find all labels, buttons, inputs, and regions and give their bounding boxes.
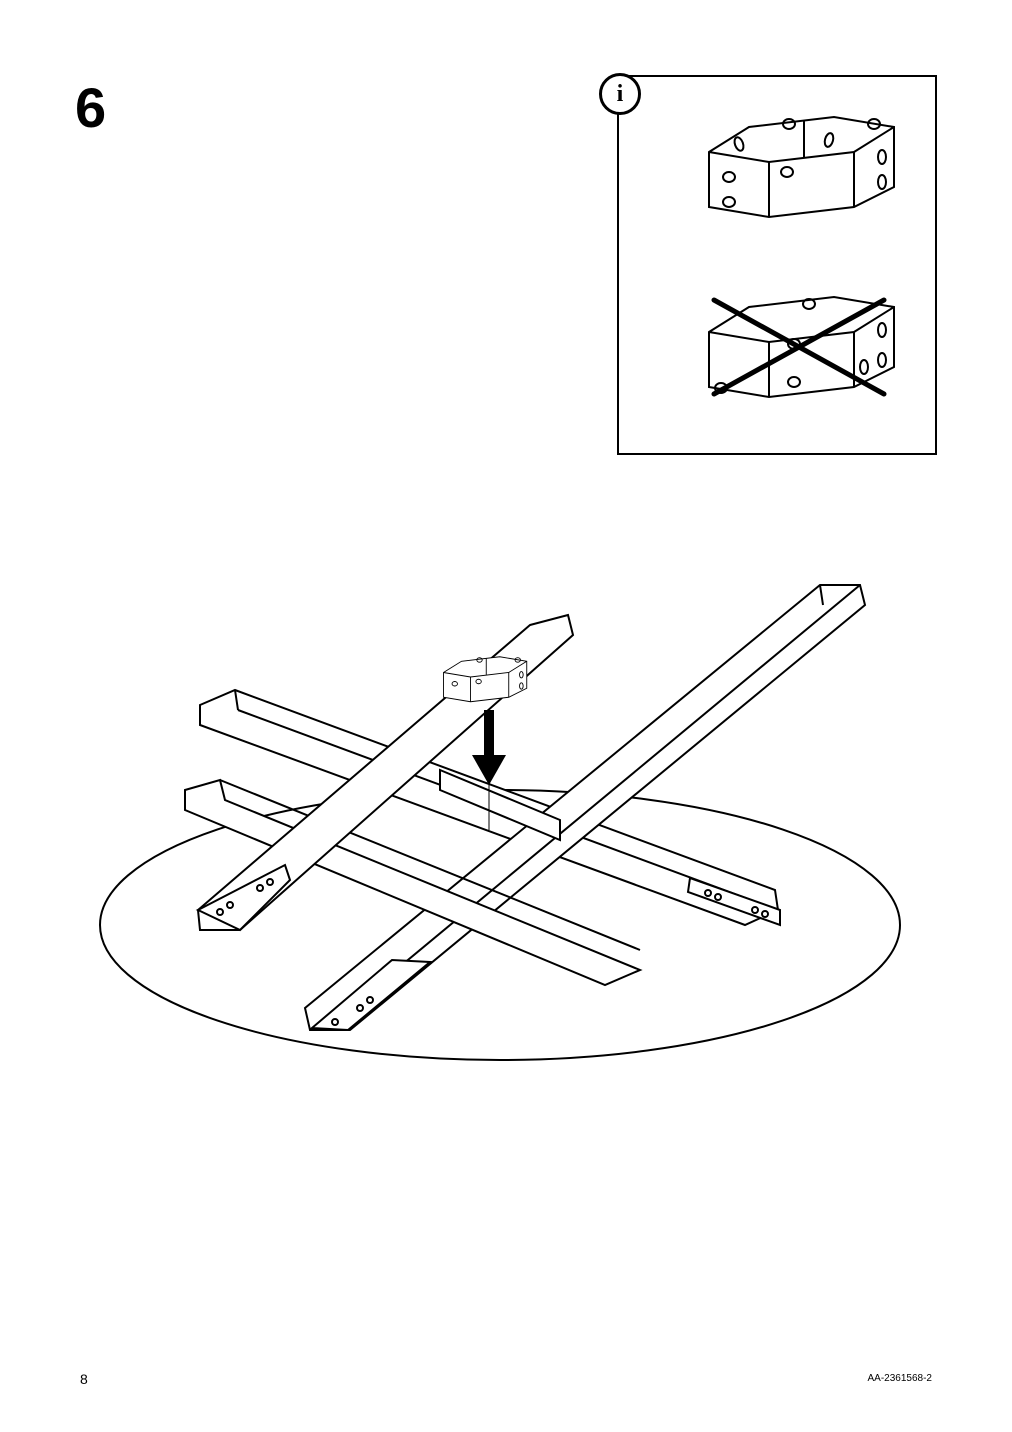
table-assembly-diagram — [60, 530, 940, 1090]
info-icon: i — [599, 73, 641, 115]
step-number: 6 — [75, 75, 106, 140]
hexagon-wrong-orientation — [679, 282, 909, 412]
page-number: 8 — [80, 1371, 88, 1387]
document-reference: AA-2361568-2 — [868, 1373, 933, 1384]
hexagon-correct-orientation — [679, 102, 909, 232]
orientation-info-box: i — [617, 75, 937, 455]
page-container: 6 i — [0, 0, 1012, 1432]
